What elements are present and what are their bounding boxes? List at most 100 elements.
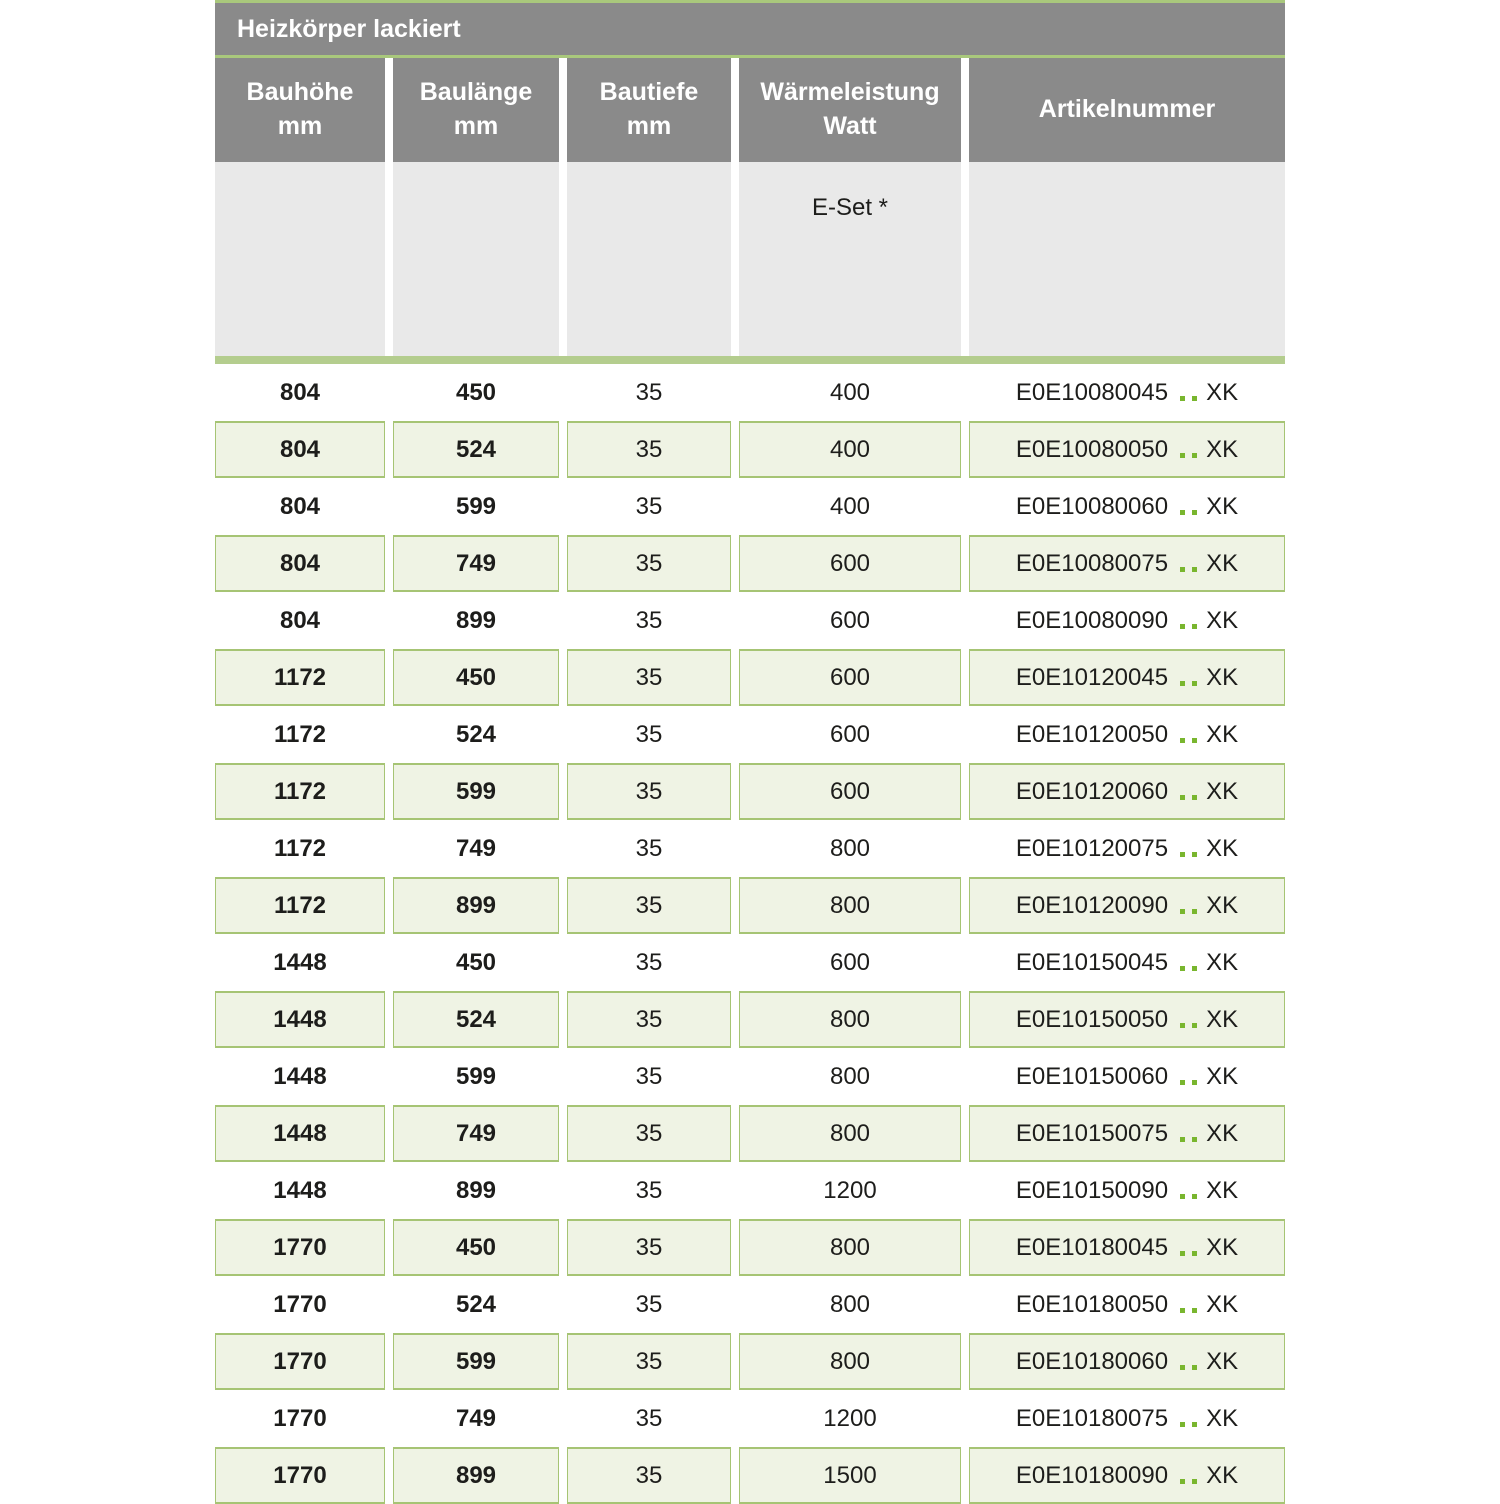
cell-baulaenge: 524 bbox=[393, 421, 559, 478]
cell-bautiefe: 35 bbox=[635, 492, 663, 520]
artikel-placeholder-dots bbox=[1180, 783, 1198, 800]
subheader-cell-4 bbox=[969, 162, 1285, 356]
cell-waermeleistung: 400 bbox=[829, 378, 871, 406]
cell-artikelnummer: E0E10180050 XK bbox=[969, 1276, 1285, 1333]
artikel-placeholder-dots bbox=[1180, 1011, 1198, 1028]
cell-bauhoehe: 1172 bbox=[215, 877, 385, 934]
cell-bautiefe: 35 bbox=[567, 535, 731, 592]
cell-bautiefe: 35 bbox=[567, 1447, 731, 1504]
table-title: Heizkörper lackiert bbox=[237, 14, 461, 43]
cell-bauhoehe: 1770 bbox=[273, 1290, 327, 1318]
cell-waermeleistung: 800 bbox=[739, 1219, 961, 1276]
cell-artikelnummer: E0E10120075 XK bbox=[969, 820, 1285, 877]
artikel-suffix: XK bbox=[1206, 891, 1239, 919]
artikel-placeholder-dots bbox=[1180, 555, 1198, 572]
cell-artikelnummer: E0E10080075 XK bbox=[969, 535, 1285, 592]
cell-baulaenge: 524 bbox=[455, 1290, 497, 1318]
cell-bautiefe: 35 bbox=[567, 421, 731, 478]
table-row: 1172 450 35 600 E0E10120045 XK bbox=[215, 649, 1285, 706]
artikel-prefix: E0E10150060 bbox=[1015, 1062, 1169, 1090]
artikel-prefix: E0E10120075 bbox=[1015, 834, 1169, 862]
artikel-placeholder-dots bbox=[1180, 612, 1198, 629]
column-header-3: Wärmeleistung Watt bbox=[739, 58, 961, 162]
cell-bauhoehe: 1770 bbox=[273, 1404, 327, 1432]
cell-bauhoehe: 804 bbox=[279, 378, 321, 406]
cell-baulaenge: 899 bbox=[393, 1447, 559, 1504]
cell-baulaenge: 899 bbox=[455, 606, 497, 634]
cell-waermeleistung: 800 bbox=[739, 991, 961, 1048]
artikel-placeholder-dots bbox=[1180, 840, 1198, 857]
artikel-prefix: E0E10080045 bbox=[1015, 378, 1169, 406]
cell-bautiefe: 35 bbox=[567, 991, 731, 1048]
cell-bauhoehe: 804 bbox=[279, 606, 321, 634]
cell-waermeleistung: 600 bbox=[739, 535, 961, 592]
table-subheader-row: E-Set * bbox=[215, 162, 1285, 356]
artikel-suffix: XK bbox=[1206, 378, 1239, 406]
cell-bautiefe: 35 bbox=[635, 378, 663, 406]
cell-waermeleistung: 600 bbox=[829, 720, 871, 748]
artikel-placeholder-dots bbox=[1180, 897, 1198, 914]
table-row: 1172 599 35 600 E0E10120060 XK bbox=[215, 763, 1285, 820]
artikel-suffix: XK bbox=[1206, 606, 1239, 634]
cell-baulaenge: 599 bbox=[393, 1333, 559, 1390]
cell-artikelnummer: E0E10180060 XK bbox=[969, 1333, 1285, 1390]
table-row: 1172 899 35 800 E0E10120090 XK bbox=[215, 877, 1285, 934]
table-top-border bbox=[215, 0, 1285, 3]
cell-baulaenge: 749 bbox=[455, 1404, 497, 1432]
artikel-prefix: E0E10150075 bbox=[1015, 1119, 1169, 1147]
artikel-suffix: XK bbox=[1206, 549, 1239, 577]
cell-baulaenge: 599 bbox=[455, 1062, 497, 1090]
table-row: 1448 450 35 600 E0E10150045 XK bbox=[215, 934, 1285, 991]
artikel-prefix: E0E10150045 bbox=[1015, 948, 1169, 976]
artikel-placeholder-dots bbox=[1180, 1296, 1198, 1313]
cell-baulaenge: 524 bbox=[455, 720, 497, 748]
table-row: 1770 749 35 1200 E0E10180075 XK bbox=[215, 1390, 1285, 1447]
cell-artikelnummer: E0E10150075 XK bbox=[969, 1105, 1285, 1162]
cell-bauhoehe: 804 bbox=[279, 492, 321, 520]
cell-waermeleistung: 800 bbox=[739, 1105, 961, 1162]
artikel-placeholder-dots bbox=[1180, 954, 1198, 971]
cell-bauhoehe: 1770 bbox=[215, 1333, 385, 1390]
cell-artikelnummer: E0E10150050 XK bbox=[969, 991, 1285, 1048]
cell-bautiefe: 35 bbox=[635, 948, 663, 976]
cell-waermeleistung: 800 bbox=[829, 1290, 871, 1318]
artikel-placeholder-dots bbox=[1180, 1410, 1198, 1427]
artikel-prefix: E0E10120060 bbox=[1015, 777, 1169, 805]
artikel-prefix: E0E10150050 bbox=[1015, 1005, 1169, 1033]
artikel-prefix: E0E10080050 bbox=[1015, 435, 1169, 463]
cell-waermeleistung: 600 bbox=[739, 649, 961, 706]
artikel-placeholder-dots bbox=[1180, 384, 1198, 401]
table-row: 1172 524 35 600 E0E10120050 XK bbox=[215, 706, 1285, 763]
artikel-placeholder-dots bbox=[1180, 1068, 1198, 1085]
cell-baulaenge: 899 bbox=[393, 877, 559, 934]
table-row: 804 450 35 400 E0E10080045 XK bbox=[215, 364, 1285, 421]
cell-bauhoehe: 1448 bbox=[273, 1176, 327, 1204]
cell-bautiefe: 35 bbox=[567, 877, 731, 934]
artikel-placeholder-dots bbox=[1180, 1182, 1198, 1199]
artikel-placeholder-dots bbox=[1180, 1239, 1198, 1256]
table-title-band: Heizkörper lackiert bbox=[215, 3, 1285, 55]
artikel-prefix: E0E10150090 bbox=[1015, 1176, 1169, 1204]
table-row: 1448 899 35 1200 E0E10150090 XK bbox=[215, 1162, 1285, 1219]
cell-bautiefe: 35 bbox=[635, 1404, 663, 1432]
cell-waermeleistung: 800 bbox=[829, 1062, 871, 1090]
cell-artikelnummer: E0E10080050 XK bbox=[969, 421, 1285, 478]
artikel-suffix: XK bbox=[1206, 1176, 1239, 1204]
cell-bautiefe: 35 bbox=[567, 1333, 731, 1390]
cell-artikelnummer: E0E10180045 XK bbox=[969, 1219, 1285, 1276]
table-row: 1172 749 35 800 E0E10120075 XK bbox=[215, 820, 1285, 877]
cell-baulaenge: 899 bbox=[455, 1176, 497, 1204]
cell-artikelnummer: E0E10080090 XK bbox=[969, 592, 1285, 649]
artikel-prefix: E0E10180050 bbox=[1015, 1290, 1169, 1318]
cell-waermeleistung: 600 bbox=[829, 606, 871, 634]
table-row: 804 599 35 400 E0E10080060 XK bbox=[215, 478, 1285, 535]
cell-artikelnummer: E0E10120045 XK bbox=[969, 649, 1285, 706]
cell-bautiefe: 35 bbox=[567, 649, 731, 706]
cell-bautiefe: 35 bbox=[635, 606, 663, 634]
cell-waermeleistung: 1200 bbox=[823, 1176, 877, 1204]
cell-bauhoehe: 1448 bbox=[273, 948, 327, 976]
table-row: 804 524 35 400 E0E10080050 XK bbox=[215, 421, 1285, 478]
table-row: 1448 524 35 800 E0E10150050 XK bbox=[215, 991, 1285, 1048]
cell-waermeleistung: 800 bbox=[739, 1333, 961, 1390]
